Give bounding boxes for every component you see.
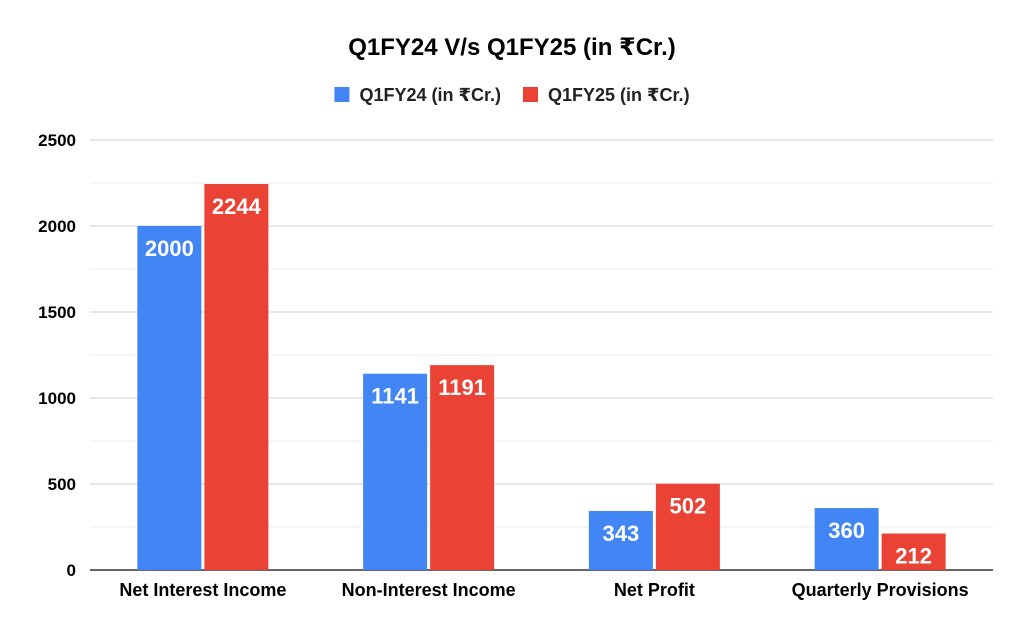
bar-q1fy25-3: [881, 533, 946, 570]
bar-data-label: 360: [828, 518, 865, 543]
bar-q1fy24-3: [814, 508, 879, 570]
bar-q1fy25-2: [655, 483, 720, 570]
y-tick-label: 1000: [38, 389, 76, 408]
bar-data-label: 1141: [371, 384, 419, 409]
bar-q1fy24-1: [363, 373, 428, 570]
y-tick-label: 2500: [38, 131, 76, 150]
legend-swatch: [334, 87, 350, 102]
x-category-label: Net Interest Income: [119, 580, 286, 600]
bar-data-label: 212: [895, 544, 932, 569]
bars: [137, 184, 946, 571]
y-tick-label: 500: [48, 475, 76, 494]
axes: 0 500 1000 1500 2000 2500 Net Interest Income N…: [38, 131, 993, 600]
bar-q1fy25-0: [204, 184, 269, 571]
x-category-label: Quarterly Provisions: [792, 580, 969, 600]
bar-data-label: 2000: [145, 236, 194, 261]
bar-data-label: 1191: [438, 375, 486, 400]
legend-item: Q1FY24 (in ₹Cr.): [334, 85, 501, 105]
bar-data-label: 2244: [212, 194, 262, 219]
legend: Q1FY24 (in ₹Cr.) Q1FY25 (in ₹Cr.): [334, 85, 690, 105]
bar-data-label: 343: [603, 521, 640, 546]
data-labels: 2000 2244 1141 1191 343 502 360 212: [145, 194, 932, 569]
bar-q1fy24-2: [588, 511, 653, 570]
legend-item: Q1FY25 (in ₹Cr.): [523, 85, 690, 105]
x-category-label: Non-Interest Income: [342, 580, 516, 600]
y-tick-label: 1500: [38, 303, 76, 322]
bar-data-label: 502: [670, 494, 707, 519]
legend-label: Q1FY24 (in ₹Cr.): [359, 85, 501, 105]
x-category-label: Net Profit: [614, 580, 695, 600]
chart-title: Q1FY24 V/s Q1FY25 (in ₹Cr.): [348, 34, 675, 61]
bar-q1fy25-1: [430, 365, 495, 570]
y-tick-label: 0: [67, 561, 76, 580]
y-tick-label: 2000: [38, 217, 76, 236]
bar-q1fy24-0: [137, 226, 202, 570]
legend-swatch: [523, 87, 538, 102]
legend-label: Q1FY25 (in ₹Cr.): [548, 85, 690, 105]
